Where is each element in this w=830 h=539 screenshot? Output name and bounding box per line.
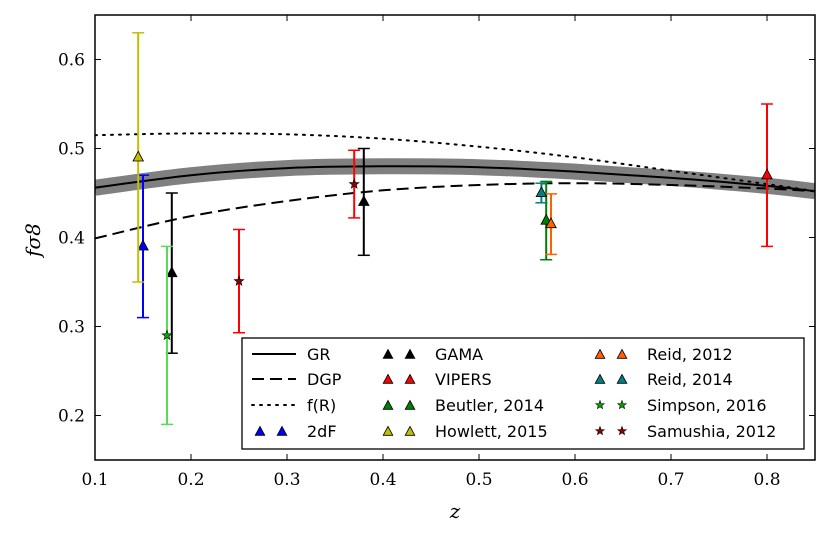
- legend-label-vipers: VIPERS: [435, 370, 492, 389]
- legend-label-2df: 2dF: [307, 422, 337, 441]
- y-tick-label-1: 0.3: [58, 318, 85, 338]
- y-axis-label: fσ8: [21, 223, 45, 259]
- legend-marker-gama-0: [382, 348, 394, 359]
- legend-label-reid-2014: Reid, 2014: [647, 370, 733, 389]
- legend-marker-vipers-0: [382, 373, 394, 384]
- point-reid-2012-0: [545, 217, 557, 229]
- legend-marker-beutler-2014-1: [404, 399, 416, 410]
- point-gama-0: [165, 266, 178, 278]
- legend-label-f-r: f(R): [307, 396, 336, 415]
- x-axis-label: z: [449, 499, 461, 523]
- legend-marker-simpson-2016-0: [594, 399, 606, 410]
- legend-label-gr: GR: [307, 345, 331, 364]
- x-tick-label-4: 0.5: [465, 470, 492, 490]
- x-tick-label-0: 0.1: [81, 470, 108, 490]
- point-simpson-2016-0: [161, 329, 173, 341]
- legend-marker-2df-1: [276, 425, 288, 436]
- y-tick-label-4: 0.6: [58, 51, 85, 71]
- point-reid-2014-0: [535, 186, 548, 198]
- x-tick-label-7: 0.8: [753, 470, 780, 490]
- x-tick-label-1: 0.2: [177, 470, 204, 490]
- model-band-gr: [95, 158, 815, 200]
- legend-marker-reid-2014-0: [594, 373, 606, 384]
- axis-ticks: 0.1 0.2 0.3 0.4 0.5 0.6 0.7 0.8 0.2 0.3 0.4 0.5 0.6: [58, 15, 815, 490]
- legend-marker-reid-2014-1: [616, 373, 628, 384]
- legend-marker-reid-2012-0: [594, 348, 606, 359]
- legend-label-howlett-2015: Howlett, 2015: [435, 422, 548, 441]
- model-curve-dgp: [95, 182, 815, 240]
- legend-label-reid-2012: Reid, 2012: [647, 345, 733, 364]
- plot-area: [95, 132, 815, 240]
- legend-label-gama: GAMA: [435, 345, 483, 364]
- legend: GR DGP f(R) 2dF GAMA VIPERS Beutler, 2014 Howle…: [241, 337, 805, 450]
- point-howlett-2015-0: [132, 150, 145, 162]
- point-gama-1: [357, 195, 370, 206]
- model-curve-gr: [95, 165, 815, 193]
- legend-label-dgp: DGP: [307, 370, 342, 389]
- x-tick-label-3: 0.4: [369, 470, 396, 490]
- point-2df-0: [137, 239, 149, 251]
- legend-label-beutler-2014: Beutler, 2014: [435, 396, 544, 415]
- point-vipers-0: [761, 168, 773, 180]
- y-tick-label-3: 0.5: [58, 140, 85, 160]
- legend-marker-gama-1: [404, 348, 416, 359]
- point-samushia-2012-1: [348, 178, 360, 189]
- legend-marker-2df-0: [254, 425, 266, 436]
- legend-marker-samushia-2012-0: [594, 425, 606, 436]
- model-curve-f-r: [95, 132, 815, 193]
- legend-label-samushia-2012: Samushia, 2012: [647, 422, 776, 441]
- legend-marker-samushia-2012-1: [616, 425, 628, 436]
- y-tick-label-2: 0.4: [58, 229, 85, 249]
- legend-label-simpson-2016: Simpson, 2016: [647, 396, 767, 415]
- x-tick-label-6: 0.7: [657, 470, 684, 490]
- x-tick-label-5: 0.6: [561, 470, 588, 490]
- legend-marker-howlett-2015-1: [404, 425, 416, 436]
- x-tick-label-2: 0.3: [273, 470, 300, 490]
- point-samushia-2012-0: [233, 275, 245, 286]
- legend-marker-reid-2012-1: [616, 348, 628, 359]
- plot-content: [95, 32, 815, 426]
- legend-marker-simpson-2016-1: [616, 399, 628, 410]
- y-tick-label-0: 0.2: [58, 407, 85, 427]
- legend-marker-howlett-2015-0: [382, 425, 394, 436]
- legend-marker-beutler-2014-0: [382, 399, 394, 410]
- legend-marker-vipers-1: [404, 373, 416, 384]
- legend-box: [241, 337, 805, 450]
